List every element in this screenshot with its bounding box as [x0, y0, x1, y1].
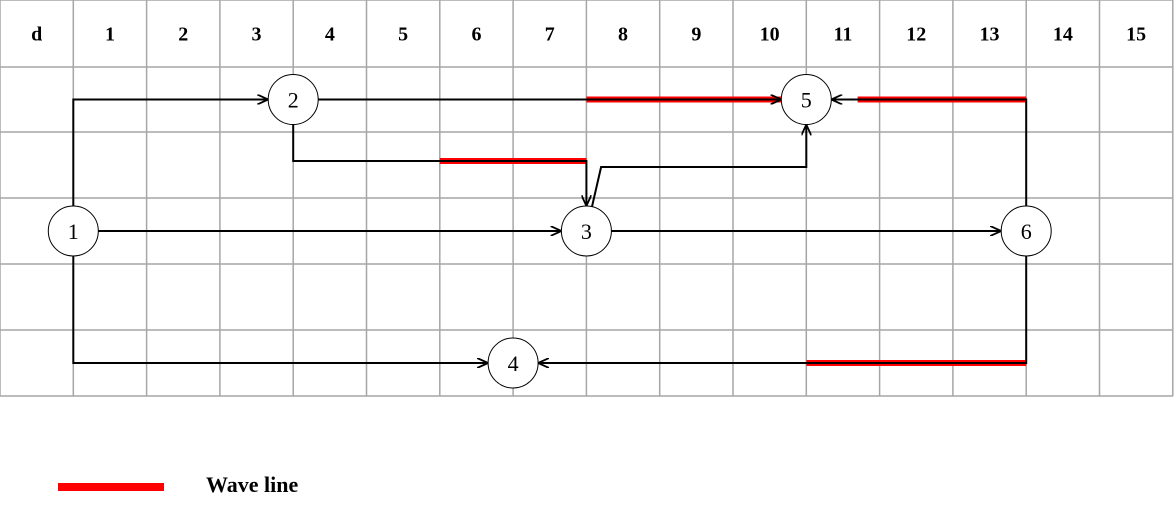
activity-arrow-1-2 — [72, 100, 268, 231]
node-label: 4 — [508, 351, 519, 376]
node-label: 1 — [68, 219, 79, 244]
header-day-label: 5 — [398, 24, 408, 46]
node-circle — [780, 74, 832, 125]
activity-arrow-2-3 — [292, 99, 586, 207]
legend-label: Wave line — [206, 472, 299, 497]
legend: Wave line — [58, 470, 358, 500]
header-day-label: 9 — [691, 24, 701, 46]
day-header-row: d 1 2 3 4 5 6 7 8 9 10 11 12 13 14 15 — [31, 24, 1146, 46]
event-node-6: 6 — [1000, 205, 1052, 257]
event-node-5: 5 — [780, 74, 832, 125]
event-nodes: 1 2 3 4 5 6 — [47, 74, 1052, 389]
header-day-label: 7 — [545, 24, 555, 46]
header-day-label: 15 — [1126, 24, 1146, 46]
node-label: 6 — [1021, 219, 1032, 244]
header-day-label: 4 — [325, 24, 335, 46]
event-node-1: 1 — [47, 205, 99, 257]
event-node-4: 4 — [487, 337, 539, 389]
header-corner-label: d — [31, 24, 42, 46]
header-day-label: 14 — [1053, 24, 1073, 46]
node-label: 3 — [581, 219, 592, 244]
activity-arrow-3-5 — [585, 125, 806, 232]
header-day-label: 8 — [618, 24, 628, 46]
header-day-label: 6 — [471, 24, 481, 46]
activity-arrow-6-5 — [831, 100, 1028, 231]
activity-arrow-6-4 — [538, 231, 1028, 363]
header-day-label: 1 — [105, 24, 115, 46]
header-day-label: 12 — [906, 24, 926, 46]
legend-wave-line-swatch — [58, 483, 164, 491]
node-circle — [267, 74, 319, 125]
node-label: 2 — [288, 88, 299, 113]
event-node-2: 2 — [267, 74, 319, 125]
header-day-label: 3 — [252, 24, 262, 46]
header-day-label: 10 — [760, 24, 780, 46]
header-day-label: 11 — [833, 24, 852, 46]
event-node-3: 3 — [560, 205, 612, 257]
node-circle — [47, 205, 99, 257]
activity-arrows — [72, 99, 1028, 364]
node-circle — [487, 337, 539, 389]
header-day-label: 2 — [178, 24, 188, 46]
header-day-label: 13 — [980, 24, 1000, 46]
node-circle — [560, 205, 612, 257]
node-circle — [1000, 205, 1052, 257]
node-label: 5 — [801, 88, 812, 113]
activity-arrow-1-4 — [72, 231, 488, 363]
